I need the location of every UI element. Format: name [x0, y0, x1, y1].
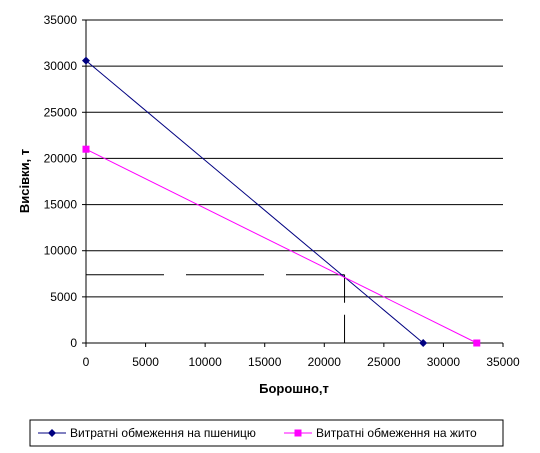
y-axis-ticks: 0 5000 10000 15000 20000 25000 30000 35000 — [44, 13, 86, 350]
x-tick-label: 5000 — [132, 355, 159, 369]
x-axis-title: Борошно,т — [259, 381, 329, 396]
legend-square-marker — [294, 429, 302, 437]
x-tick-label: 35000 — [486, 355, 520, 369]
y-tick-label: 35000 — [44, 13, 78, 27]
y-tick-label: 15000 — [44, 198, 78, 212]
axes — [85, 20, 503, 344]
series — [82, 56, 481, 347]
x-tick-label: 20000 — [308, 355, 342, 369]
data-point-square — [473, 339, 481, 347]
data-point-square — [82, 145, 90, 153]
legend-label: Витратні обмеження на жито — [316, 426, 477, 440]
legend-frame — [29, 419, 504, 447]
y-tick-label: 10000 — [44, 244, 78, 258]
data-point-diamond — [419, 339, 428, 347]
x-tick-label: 25000 — [367, 355, 401, 369]
gridlines — [86, 19, 503, 298]
series-line — [85, 148, 478, 344]
x-tick-label: 30000 — [427, 355, 461, 369]
x-tick-label: 0 — [83, 355, 90, 369]
legend-label: Витратні обмеження на пшеницю — [70, 426, 256, 440]
y-tick-label: 5000 — [50, 290, 77, 304]
legend: Витратні обмеження на пшеницю Витратні о… — [29, 419, 504, 447]
x-tick-label: 15000 — [248, 355, 282, 369]
intersection-guides — [86, 274, 346, 343]
y-tick-label: 0 — [70, 336, 77, 350]
legend-diamond-marker — [48, 429, 56, 437]
y-axis-title: Висівки, т — [17, 149, 32, 213]
series-line — [85, 60, 424, 344]
y-tick-label: 25000 — [44, 105, 78, 119]
y-tick-label: 30000 — [44, 59, 78, 73]
y-tick-label: 20000 — [44, 151, 78, 165]
x-tick-label: 10000 — [188, 355, 222, 369]
data-point-diamond — [82, 56, 90, 65]
x-axis-ticks: 0 5000 10000 15000 20000 25000 30000 35000 — [83, 343, 520, 369]
